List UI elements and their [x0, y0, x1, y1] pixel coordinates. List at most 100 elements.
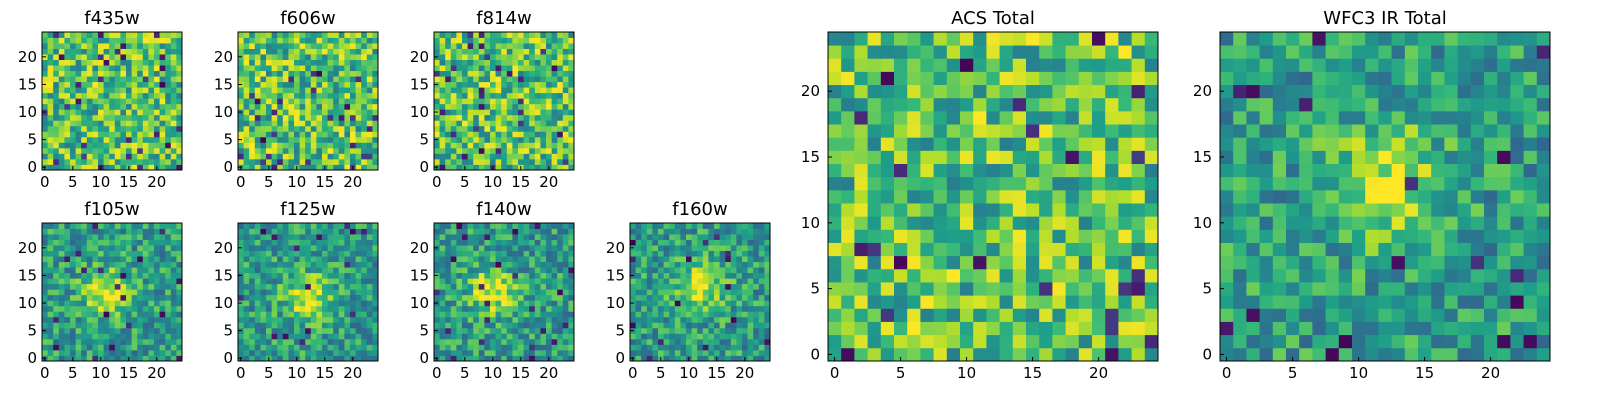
heatmap-cell	[867, 334, 882, 349]
heatmap-cell	[568, 327, 575, 334]
heatmap-cell	[730, 333, 737, 340]
heatmap-cell	[81, 300, 88, 307]
heatmap-cell	[540, 267, 547, 274]
heatmap-cell	[450, 250, 457, 257]
heatmap-cell	[484, 349, 491, 356]
heatmap-cell	[562, 142, 569, 149]
heatmap-cell	[355, 344, 362, 351]
heatmap-cell	[42, 261, 48, 268]
heatmap-cell	[350, 234, 356, 240]
heatmap-cell	[518, 239, 524, 246]
heatmap-cell	[702, 261, 709, 268]
heatmap-cell	[691, 355, 698, 362]
heatmap-cell	[305, 272, 312, 279]
heatmap-cell	[478, 125, 485, 132]
heatmap-cell	[434, 37, 440, 44]
heatmap-cell	[702, 289, 709, 296]
heatmap-cell	[103, 289, 110, 296]
heatmap-cell	[697, 338, 704, 345]
heatmap-cell	[534, 223, 541, 229]
heatmap-cell	[42, 349, 48, 356]
heatmap-cell	[70, 147, 76, 154]
heatmap-cell	[1012, 295, 1027, 309]
heatmap-cell	[344, 48, 351, 55]
heatmap-cell	[327, 70, 334, 77]
heatmap-cell	[131, 81, 138, 88]
heatmap-cell	[260, 272, 267, 279]
heatmap-cell	[350, 158, 356, 165]
heatmap-cell	[355, 245, 362, 251]
heatmap-cell	[450, 294, 457, 301]
heatmap-cell	[445, 234, 452, 240]
heatmap-cell	[316, 65, 323, 72]
heatmap-cell	[512, 37, 519, 44]
heatmap-cell	[355, 59, 362, 66]
heatmap-cell	[355, 81, 362, 88]
heatmap-cell	[907, 334, 921, 349]
heatmap-cell	[523, 272, 530, 279]
heatmap-cell	[64, 278, 71, 285]
heatmap-cell	[562, 311, 569, 318]
heatmap-cell	[686, 300, 692, 307]
heatmap-cell	[635, 234, 642, 240]
heatmap-cell	[1052, 203, 1066, 217]
heatmap-cell	[529, 43, 536, 49]
heatmap-cell	[165, 289, 172, 296]
heatmap-cell	[126, 228, 132, 235]
heatmap-cell	[58, 136, 65, 143]
heatmap-cell	[490, 43, 496, 49]
heatmap-cell	[490, 267, 496, 274]
heatmap-cell	[933, 150, 948, 164]
heatmap-cell	[131, 164, 138, 171]
heatmap-cell	[557, 81, 564, 88]
heatmap-cell	[294, 261, 300, 268]
heatmap-cell	[946, 229, 961, 243]
heatmap-cell	[512, 125, 519, 132]
heatmap-cell	[142, 338, 149, 345]
heatmap-cell	[322, 311, 328, 318]
heatmap-cell	[92, 272, 99, 279]
heatmap-cell	[316, 327, 323, 334]
heatmap-cell	[854, 347, 868, 362]
heatmap-cell	[64, 125, 71, 132]
heatmap-cell	[445, 147, 452, 154]
heatmap-cell	[277, 136, 284, 143]
heatmap-cell	[148, 234, 155, 240]
heatmap-cell	[260, 87, 267, 94]
heatmap-cell	[109, 289, 116, 296]
heatmap-cell	[462, 81, 468, 88]
heatmap-cell	[478, 131, 485, 138]
heatmap-cell	[103, 311, 110, 318]
heatmap-cell	[142, 114, 149, 121]
heatmap-cell	[512, 164, 519, 171]
heatmap-cell	[254, 114, 261, 121]
heatmap-cell	[344, 76, 351, 83]
heatmap-cell	[462, 103, 468, 110]
heatmap-cell	[282, 70, 289, 77]
heatmap-cell	[81, 92, 88, 99]
heatmap-cell	[137, 153, 144, 160]
heatmap-cell	[719, 289, 726, 296]
heatmap-cell	[529, 164, 536, 171]
heatmap-cell	[880, 268, 895, 283]
heatmap-cell	[1118, 124, 1132, 138]
heatmap-cell	[86, 48, 93, 55]
heatmap-cell	[456, 305, 463, 312]
heatmap-cell	[439, 322, 446, 329]
heatmap-cell	[103, 32, 110, 38]
heatmap-cell	[450, 120, 457, 127]
heatmap-cell	[669, 316, 676, 323]
heatmap-cell	[551, 322, 558, 329]
heatmap-cell	[518, 125, 524, 132]
heatmap-cell	[506, 54, 513, 60]
heatmap-cell	[747, 327, 754, 334]
heatmap-cell	[154, 239, 160, 246]
heatmap-cell	[557, 250, 564, 257]
x-tick-label: 10	[287, 364, 306, 382]
heatmap-cell	[137, 289, 144, 296]
heatmap-cell	[355, 305, 362, 312]
heatmap-cell	[933, 189, 948, 204]
heatmap-cell	[109, 164, 116, 171]
heatmap-cell	[299, 59, 306, 66]
